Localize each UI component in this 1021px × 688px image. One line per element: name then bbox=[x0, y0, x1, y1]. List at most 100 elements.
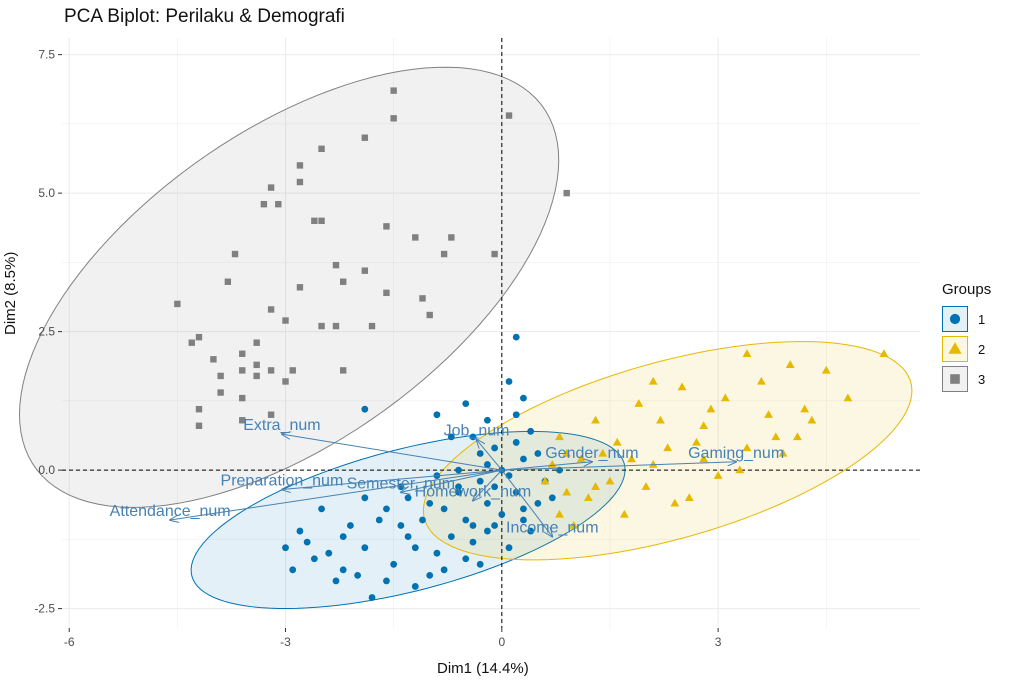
point-group-1 bbox=[390, 560, 398, 568]
point-group-1 bbox=[433, 411, 441, 419]
point-group-3 bbox=[253, 372, 260, 380]
point-group-2 bbox=[648, 460, 658, 468]
point-group-3 bbox=[239, 394, 246, 402]
point-group-1 bbox=[433, 549, 441, 557]
arrow-gaming_num bbox=[501, 462, 736, 471]
point-group-1 bbox=[383, 577, 390, 585]
point-group-3 bbox=[318, 217, 325, 225]
point-group-3 bbox=[361, 267, 369, 274]
point-group-1 bbox=[426, 571, 434, 579]
point-group-1 bbox=[325, 549, 333, 557]
point-group-1 bbox=[469, 433, 477, 441]
point-group-1 bbox=[440, 566, 448, 574]
point-group-1 bbox=[512, 333, 520, 341]
point-group-2 bbox=[692, 437, 701, 446]
variable-arrows bbox=[170, 434, 736, 536]
point-group-1 bbox=[469, 538, 477, 546]
point-group-1 bbox=[361, 405, 369, 413]
point-group-1 bbox=[361, 544, 369, 552]
point-group-3 bbox=[440, 250, 448, 258]
variable-label-preparation_num: Preparation_num bbox=[221, 473, 344, 490]
x-tick-label: 0 bbox=[498, 635, 505, 649]
point-group-3 bbox=[282, 378, 289, 385]
point-group-2 bbox=[555, 509, 564, 518]
point-group-3 bbox=[267, 306, 275, 313]
variable-label-gender_num: Gender_num bbox=[545, 445, 638, 462]
x-tick-label: 3 bbox=[715, 635, 722, 649]
point-group-3 bbox=[260, 200, 268, 208]
point-group-3 bbox=[195, 422, 203, 429]
point-group-2 bbox=[706, 404, 716, 413]
x-tick-label: -6 bbox=[64, 635, 75, 649]
point-group-1 bbox=[520, 505, 527, 513]
legend-symbol-circle bbox=[949, 313, 961, 325]
point-group-2 bbox=[684, 493, 694, 502]
point-group-2 bbox=[785, 360, 795, 369]
point-group-3 bbox=[361, 134, 369, 141]
point-group-1 bbox=[476, 477, 484, 485]
point-group-3 bbox=[311, 217, 318, 225]
variable-label-attendance_num: Attendance_num bbox=[110, 503, 231, 520]
arrow-homework_num bbox=[473, 469, 503, 500]
point-group-1 bbox=[520, 516, 527, 524]
point-group-1 bbox=[404, 533, 412, 540]
x-tick-label: -3 bbox=[280, 635, 291, 649]
y-tick-label: 2.5 bbox=[38, 325, 55, 339]
point-group-3 bbox=[195, 405, 203, 413]
point-group-1 bbox=[527, 527, 535, 535]
point-group-1 bbox=[303, 538, 311, 546]
point-group-1 bbox=[296, 527, 304, 535]
point-group-2 bbox=[540, 476, 550, 485]
variable-label-job_num: Job_num bbox=[444, 423, 510, 440]
x-axis-label: Dim1 (14.4%) bbox=[437, 660, 529, 677]
point-group-3 bbox=[239, 417, 246, 424]
point-group-3 bbox=[296, 162, 304, 169]
point-group-2 bbox=[591, 415, 600, 424]
y-tick-label: 7.5 bbox=[38, 48, 55, 62]
point-group-3 bbox=[390, 87, 397, 94]
arrow-income_num bbox=[501, 469, 552, 536]
point-group-3 bbox=[419, 295, 426, 302]
point-group-2 bbox=[778, 448, 788, 457]
variable-label-homework_num: Homework_num bbox=[415, 484, 531, 501]
point-group-1 bbox=[483, 461, 491, 468]
point-group-1 bbox=[476, 450, 484, 457]
point-group-1 bbox=[455, 466, 462, 474]
point-group-2 bbox=[605, 476, 615, 485]
point-group-3 bbox=[289, 367, 296, 374]
point-group-3 bbox=[339, 367, 347, 374]
point-group-1 bbox=[548, 494, 556, 502]
arrow-semester_num bbox=[401, 469, 502, 492]
point-group-1 bbox=[282, 544, 289, 552]
point-group-2 bbox=[742, 443, 752, 452]
point-group-1 bbox=[419, 516, 426, 524]
point-group-1 bbox=[447, 433, 455, 441]
point-group-2 bbox=[800, 404, 810, 413]
point-group-1 bbox=[404, 494, 412, 502]
point-group-1 bbox=[368, 594, 376, 601]
point-group-2 bbox=[764, 410, 773, 418]
point-group-2 bbox=[562, 448, 572, 457]
legend-key-triangle bbox=[942, 336, 968, 362]
point-group-1 bbox=[491, 444, 499, 452]
point-group-2 bbox=[656, 415, 665, 424]
point-group-3 bbox=[448, 234, 455, 241]
legend-symbol-triangle bbox=[948, 342, 962, 354]
point-group-1 bbox=[318, 505, 325, 513]
point-group-3 bbox=[368, 322, 376, 330]
legend-item-2: 2 bbox=[942, 334, 991, 364]
point-group-1 bbox=[483, 499, 491, 507]
minor-gridlines bbox=[62, 38, 920, 628]
variable-labels: Extra_num Attendance_num Preparation_num Se… bbox=[110, 417, 785, 536]
arrow-gender_num bbox=[501, 462, 592, 471]
point-group-1 bbox=[462, 555, 470, 563]
point-group-3 bbox=[332, 261, 340, 269]
point-group-2 bbox=[843, 393, 853, 402]
point-group-1 bbox=[411, 544, 419, 552]
point-group-2 bbox=[648, 376, 658, 385]
point-group-1 bbox=[512, 439, 520, 446]
point-group-3 bbox=[267, 367, 275, 374]
point-group-2 bbox=[742, 349, 752, 357]
point-group-1 bbox=[354, 571, 362, 579]
point-group-3 bbox=[282, 317, 289, 324]
